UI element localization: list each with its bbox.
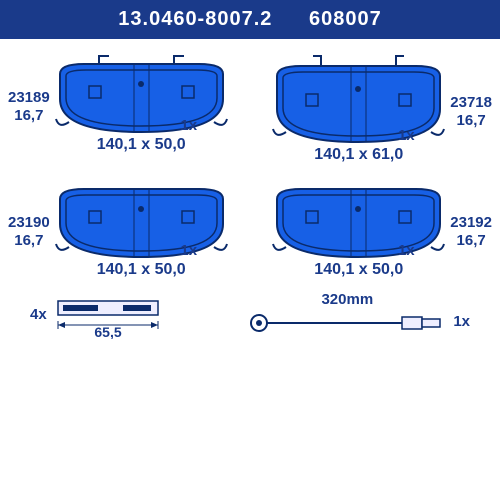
pad-code-bot-right: 23192 16,7 (450, 214, 492, 250)
pad-code-top-left: 23189 16,7 (8, 89, 50, 125)
pad-code-top-right: 23718 16,7 (450, 94, 492, 130)
brake-pad-icon (271, 179, 446, 264)
pad-dims: 140,1 x 61,0 (314, 146, 403, 164)
pad-dims: 140,1 x 50,0 (97, 261, 186, 279)
hardware-row: 4x 65,5 320mm (0, 279, 500, 339)
pad-qty: 1x (180, 242, 197, 259)
clip-qty: 4x (30, 306, 47, 323)
diagram-content: 23189 16,7 1x 140,1 x 50,0 (0, 54, 500, 504)
brake-pad-icon (54, 54, 229, 139)
pad-qty: 1x (398, 127, 415, 144)
pad-row-top: 23189 16,7 1x 140,1 x 50,0 (0, 54, 500, 164)
brake-pad-icon (271, 54, 446, 149)
clip-hardware: 4x 65,5 (30, 289, 163, 339)
clip-dim: 65,5 (94, 324, 121, 339)
pad-code-bot-left: 23190 16,7 (8, 214, 50, 250)
pad-dims: 140,1 x 50,0 (314, 261, 403, 279)
pad-bot-right: 1x 140,1 x 50,0 (271, 179, 446, 279)
clip-icon: 65,5 (53, 289, 163, 339)
header-bar: 13.0460-8007.2 608007 (0, 0, 500, 39)
brake-pad-icon (54, 179, 229, 264)
part-number-1: 13.0460-8007.2 (118, 8, 272, 30)
sensor-length: 320mm (321, 291, 373, 308)
pad-group-top-left: 23189 16,7 1x 140,1 x 50,0 (8, 54, 229, 154)
pad-row-bottom: 23190 16,7 1x 140,1 x 50,0 (0, 179, 500, 279)
pad-group-bot-right: 1x 140,1 x 50,0 23192 16,7 (271, 179, 492, 279)
pad-qty: 1x (180, 117, 197, 134)
sensor-qty: 1x (453, 313, 470, 330)
pad-qty: 1x (398, 242, 415, 259)
pad-group-top-right: 1x 140,1 x 61,0 23718 16,7 (271, 54, 492, 164)
pad-dims: 140,1 x 50,0 (97, 136, 186, 154)
sensor-hardware: 320mm 1x (247, 291, 470, 338)
part-number-2: 608007 (309, 8, 382, 30)
wear-sensor-icon (247, 308, 447, 338)
pad-top-right: 1x 140,1 x 61,0 (271, 54, 446, 164)
pad-bot-left: 1x 140,1 x 50,0 (54, 179, 229, 279)
pad-group-bot-left: 23190 16,7 1x 140,1 x 50,0 (8, 179, 229, 279)
pad-top-left: 1x 140,1 x 50,0 (54, 54, 229, 154)
